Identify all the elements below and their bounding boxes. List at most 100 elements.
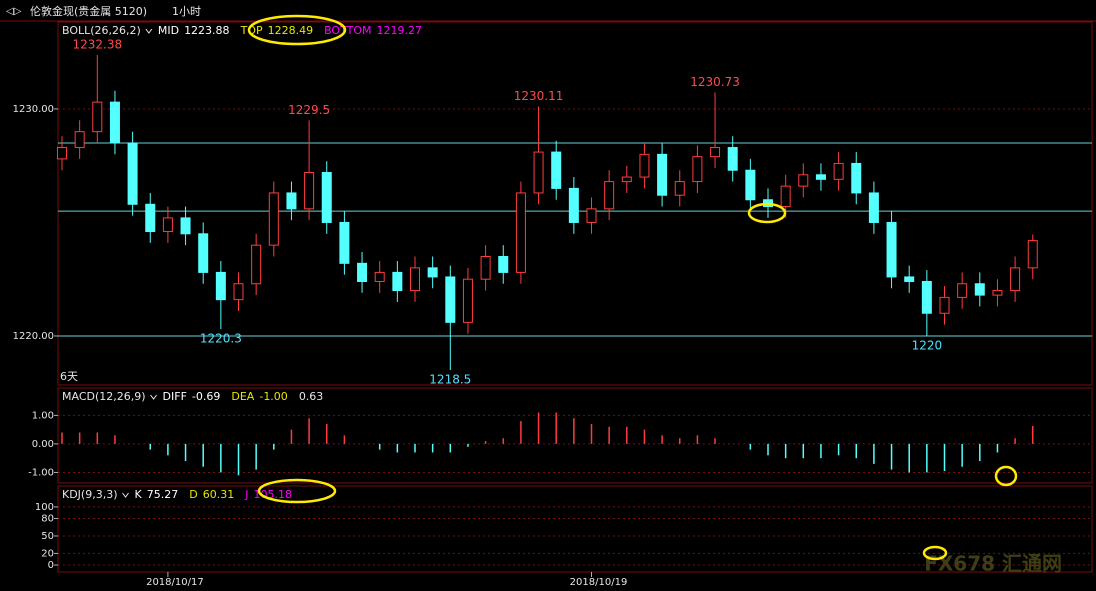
candle-body	[268, 192, 279, 246]
candle-body	[74, 131, 85, 149]
highlight-ring	[747, 202, 787, 224]
candle-body	[304, 172, 315, 210]
candle-body	[551, 151, 562, 189]
legend-text: J	[244, 488, 248, 501]
candle-body	[974, 283, 985, 296]
candle-body	[480, 256, 491, 280]
candle-body	[868, 192, 879, 223]
candle-body	[710, 147, 721, 158]
low-label: 1218.5	[429, 373, 471, 387]
candle-body	[357, 262, 368, 282]
legend-text: TOP	[240, 24, 263, 37]
legend-text: 75.27	[147, 488, 179, 501]
candle-body	[198, 233, 209, 273]
candle-body	[621, 176, 632, 183]
highlight-ring	[257, 478, 337, 504]
legend-text: 1228.49	[268, 24, 314, 37]
kdj-panel	[57, 485, 1093, 573]
candle-body	[215, 271, 226, 301]
y-tick-label: 100	[35, 502, 54, 513]
candle-body	[180, 217, 191, 235]
candle-body	[674, 181, 685, 196]
legend-text: BOLL(26,26,2)	[62, 24, 141, 37]
candle-body	[692, 156, 703, 183]
low-label: 1220	[912, 338, 943, 352]
candle-body	[445, 276, 456, 323]
candle-body	[921, 280, 932, 314]
candle-body	[833, 162, 844, 180]
candle-body	[780, 185, 791, 208]
candle-body	[886, 221, 897, 278]
candle-body	[251, 244, 262, 285]
candle-body	[410, 267, 420, 292]
legend-text: 105.18	[253, 488, 292, 501]
symbol: 伦敦金现(贵金属 5120)	[30, 4, 147, 18]
candle-body	[109, 101, 120, 144]
highlight-ring	[922, 545, 948, 561]
candle-body	[727, 147, 738, 171]
candle-body	[321, 172, 332, 223]
span-label: 6天	[60, 370, 78, 383]
legend-text: DIFF	[163, 390, 187, 403]
period: 1小时	[172, 5, 201, 18]
candle-body	[427, 267, 438, 278]
candle-body	[374, 271, 385, 282]
y-tick-label: 80	[41, 514, 54, 525]
low-label: 1220.3	[200, 332, 242, 346]
main-panel	[57, 21, 1093, 386]
candle-body	[851, 162, 862, 194]
highlight-ring	[994, 465, 1018, 487]
candle-body	[798, 174, 809, 187]
candle-body	[586, 208, 597, 223]
candle-body	[515, 192, 526, 273]
candle-body	[568, 187, 579, 223]
candle-body	[498, 256, 509, 273]
candle-body	[233, 283, 244, 301]
y-tick-label: 20	[41, 548, 54, 559]
candle-body	[533, 151, 544, 194]
legend-text: K	[135, 488, 143, 501]
candle-body	[1010, 267, 1021, 292]
legend-text: DEA	[231, 390, 254, 403]
legend-chevron	[150, 394, 157, 400]
candle-body	[815, 174, 826, 180]
candle-body	[127, 142, 138, 205]
nav-arrows: ◁▷	[6, 6, 22, 17]
legend-text: 60.31	[203, 488, 235, 501]
legend-text: -1.00	[259, 390, 287, 403]
y-tick-label: 1230.00	[13, 104, 54, 115]
high-label: 1232.38	[72, 37, 122, 51]
legend-text: 1219.27	[376, 24, 422, 37]
y-tick-label: 0.00	[32, 439, 54, 450]
candle-body	[745, 169, 756, 201]
candle-body	[392, 271, 403, 292]
y-tick-label: 0	[48, 560, 54, 571]
candle-body	[604, 181, 615, 210]
candle-body	[57, 147, 67, 160]
candle-body	[1027, 240, 1038, 269]
legend-text: 1223.88	[184, 24, 230, 37]
candle-body	[162, 217, 173, 233]
candle-body	[657, 153, 668, 196]
candle-body	[957, 283, 968, 298]
legend-text: KDJ(9,3,3)	[62, 488, 118, 501]
legend-text: BOTTOM	[324, 24, 371, 37]
legend-text: 0.63	[299, 390, 324, 403]
candle-body	[339, 221, 350, 264]
high-label: 1230.11	[514, 89, 564, 103]
candle-body	[939, 296, 950, 314]
y-tick-label: -1.00	[28, 467, 54, 478]
y-tick-label: 50	[41, 531, 54, 542]
x-tick-label: 2018/10/17	[146, 577, 204, 588]
legend-chevron	[122, 492, 129, 498]
y-tick-label: 1.00	[32, 410, 54, 421]
candle-body	[92, 101, 103, 133]
y-tick-label: 1220.00	[13, 331, 54, 342]
candle-body	[286, 192, 297, 210]
highlight-ring	[247, 14, 347, 46]
high-label: 1230.73	[690, 75, 740, 89]
macd-panel	[57, 387, 1093, 484]
x-tick-label: 2018/10/19	[570, 577, 628, 588]
